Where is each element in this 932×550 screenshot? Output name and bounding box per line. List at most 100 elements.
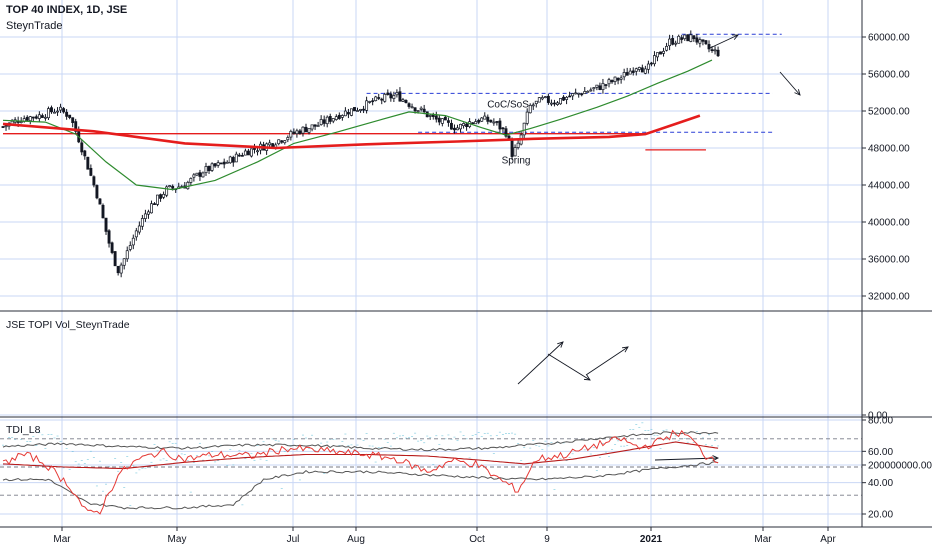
volume-bar xyxy=(292,439,295,440)
candle-down xyxy=(680,37,684,40)
candle-down xyxy=(83,150,87,157)
volume-bar xyxy=(438,444,441,445)
candle-up xyxy=(243,150,247,156)
candle-up xyxy=(334,116,338,120)
volume-bar xyxy=(268,449,271,451)
volume-bar xyxy=(211,451,214,452)
candle-down xyxy=(207,165,211,172)
volume-bar xyxy=(183,454,186,455)
volume-bar xyxy=(132,465,135,466)
volume-bar xyxy=(529,447,532,449)
tdi-tick-label: 80.00 xyxy=(868,416,893,427)
candle-up xyxy=(401,99,405,102)
candle-down xyxy=(280,140,284,143)
candle-down xyxy=(231,157,235,163)
candle-down xyxy=(389,93,393,99)
volume-bar xyxy=(332,438,335,440)
volume-bar xyxy=(50,434,53,435)
volume-bar xyxy=(650,429,653,430)
candle-down xyxy=(404,100,408,104)
candle-down xyxy=(486,116,490,122)
candle-up xyxy=(165,186,169,196)
candle-down xyxy=(107,230,111,244)
candle-up xyxy=(356,110,359,112)
candle-down xyxy=(704,40,708,45)
volume-bar xyxy=(201,459,204,461)
price-tick-label: 32000.00 xyxy=(868,292,910,303)
candle-up xyxy=(150,203,153,214)
volume-bar xyxy=(56,435,59,437)
candle-up xyxy=(350,108,353,116)
volume-bar xyxy=(462,435,465,436)
candle-up xyxy=(619,77,623,80)
volume-bar xyxy=(417,440,420,442)
volume-bar xyxy=(404,437,407,439)
price-axis[interactable]: 32000.00 36000.00 40000.00 44000.00 48000.00… xyxy=(862,33,932,521)
volume-bar xyxy=(701,437,704,439)
candle-down xyxy=(546,95,550,103)
ma-slow-line xyxy=(2,114,701,150)
volume-bar xyxy=(707,434,710,436)
volume-bar xyxy=(192,462,195,464)
volume-bar xyxy=(108,466,111,467)
candle-down xyxy=(498,120,502,130)
candle-down xyxy=(407,103,411,107)
candle-up xyxy=(343,110,347,117)
volume-bar xyxy=(386,442,389,443)
candle-down xyxy=(198,172,202,177)
volume-bar xyxy=(583,449,586,451)
price-candles xyxy=(1,30,720,278)
volume-bar xyxy=(53,437,56,439)
volume-bar xyxy=(286,449,289,451)
volume-bar xyxy=(77,463,80,465)
volume-bar xyxy=(371,445,374,447)
volume-bar xyxy=(565,460,568,461)
candle-up xyxy=(195,172,199,176)
time-tick-label: Apr xyxy=(820,534,836,545)
projection-arrow-up xyxy=(709,34,739,49)
volume-bar xyxy=(144,467,147,469)
candle-up xyxy=(589,89,593,92)
volume-bar xyxy=(14,439,17,440)
candle-up xyxy=(592,87,596,90)
candle-up xyxy=(143,213,147,219)
candle-down xyxy=(449,122,453,130)
candle-up xyxy=(622,72,626,78)
candle-down xyxy=(707,44,711,50)
candle-down xyxy=(313,124,317,127)
volume-bar xyxy=(229,449,232,451)
volume-bar xyxy=(341,440,344,442)
candle-up xyxy=(652,55,656,65)
tdi-upper-band xyxy=(2,431,719,452)
volume-bar xyxy=(305,437,307,439)
candle-down xyxy=(616,78,620,81)
volume-bar xyxy=(620,445,623,447)
candle-up xyxy=(359,109,362,111)
candle-up xyxy=(698,39,702,44)
volume-bar xyxy=(444,438,447,440)
candle-up xyxy=(134,230,138,238)
projection-arrow-up-head xyxy=(731,34,739,40)
volume-bar xyxy=(2,444,4,446)
volume-bar xyxy=(383,438,386,440)
tdi-tick-label: 60.00 xyxy=(868,447,893,458)
candle-up xyxy=(168,185,172,188)
volume-bar xyxy=(320,442,323,444)
candle-up xyxy=(43,116,47,119)
time-axis[interactable]: Mar May Jul Aug Oct 9 2021 Mar Apr xyxy=(53,527,836,545)
volume-bar xyxy=(329,439,332,440)
volume-bar xyxy=(435,435,438,437)
candle-down xyxy=(437,117,441,123)
volume-bar xyxy=(389,445,392,447)
volume-bar xyxy=(411,436,414,437)
volume-bar xyxy=(198,442,201,444)
volume-bar xyxy=(326,441,329,443)
candle-up xyxy=(674,42,678,45)
volume-bar xyxy=(392,432,395,434)
volume-bar xyxy=(644,430,647,431)
volume-bar xyxy=(598,457,601,458)
candle-down xyxy=(610,80,614,83)
candle-up xyxy=(301,126,305,134)
candle-up xyxy=(250,148,253,157)
